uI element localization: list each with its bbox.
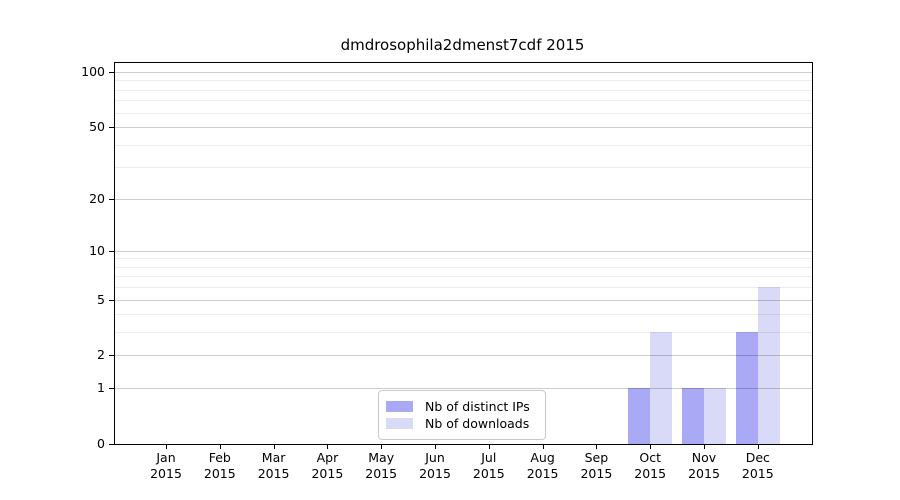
y-tick-label: 5 [97,291,105,307]
x-tick-month: Feb [208,450,231,465]
x-tick-month: Jun [425,450,445,465]
y-tick-mark [109,355,114,357]
bar-distinct-ips [682,388,704,444]
x-tick-label: May 2015 [351,450,411,482]
x-tick-month: Dec [745,450,770,465]
x-tick-label: Jan 2015 [136,450,196,482]
x-tick-label: Dec 2015 [728,450,788,482]
y-tick-label: 100 [81,64,105,80]
minor-gridline [115,112,812,114]
x-tick-mark [488,444,490,449]
x-tick-year: 2015 [257,466,290,481]
x-tick-year: 2015 [526,466,559,481]
y-tick-label: 20 [89,190,105,206]
legend-label-distinct-ips: Nb of distinct IPs [425,399,530,414]
major-gridline [115,198,812,200]
legend-swatch-distinct-ips [386,401,413,412]
y-tick-label: 2 [97,347,105,363]
y-tick-label: 1 [97,380,105,396]
x-tick-label: Jul 2015 [459,450,519,482]
x-tick-mark [757,444,759,449]
x-tick-year: 2015 [580,466,613,481]
x-tick-year: 2015 [741,466,774,481]
x-tick-month: Mar [261,450,286,465]
minor-gridline [115,287,812,289]
x-tick-mark [704,444,705,449]
x-tick-year: 2015 [365,466,398,481]
x-tick-month: Oct [639,450,661,465]
x-tick-year: 2015 [688,466,720,481]
major-gridline [115,388,812,390]
bar-downloads [650,332,673,444]
x-tick-month: Nov [691,450,717,465]
x-tick-label: Apr 2015 [297,450,357,482]
x-tick-mark [435,444,436,449]
minor-gridline [115,80,812,82]
x-tick-mark [650,444,652,449]
legend: Nb of distinct IPs Nb of downloads [378,390,546,440]
y-tick-mark [109,127,114,129]
bar-downloads [704,388,726,444]
x-tick-mark [542,444,544,449]
x-tick-mark [166,444,167,449]
x-tick-label: Mar 2015 [244,450,304,482]
x-tick-year: 2015 [419,466,451,481]
y-tick-label: 0 [97,436,105,451]
x-tick-mark [381,444,383,449]
y-tick-mark [109,299,114,301]
major-gridline [115,355,812,357]
chart-title: dmdrosophila2dmenst7cdf 2015 [340,36,585,54]
x-tick-month: Sep [584,450,609,465]
bar-distinct-ips [735,332,758,444]
minor-gridline [115,276,812,278]
bar-distinct-ips [628,388,651,444]
x-tick-year: 2015 [311,466,344,481]
major-gridline [115,72,812,74]
minor-gridline [115,144,812,146]
minor-gridline [115,89,812,91]
x-tick-mark [596,444,598,449]
x-tick-month: Jul [481,450,497,465]
legend-label-downloads: Nb of downloads [425,416,530,431]
x-tick-mark [273,444,275,449]
major-gridline [115,299,812,301]
y-tick-mark [109,198,114,200]
x-tick-mark [327,444,329,449]
x-tick-month: Jan [156,450,176,465]
x-tick-month: Aug [530,450,555,465]
x-tick-label: Jun 2015 [405,450,465,482]
legend-item-downloads: Nb of downloads [386,415,536,432]
y-tick-label: 10 [89,242,105,258]
minor-gridline [115,167,812,169]
legend-swatch-downloads [386,418,413,429]
x-tick-label: Feb 2015 [190,450,250,482]
minor-gridline [115,332,812,334]
major-gridline [115,250,812,252]
minor-gridline [115,314,812,316]
bar-downloads [757,287,780,444]
y-tick-mark [109,444,114,445]
x-tick-year: 2015 [203,466,236,481]
x-tick-year: 2015 [150,466,182,481]
x-tick-month: Apr [316,450,339,465]
legend-item-distinct-ips: Nb of distinct IPs [386,398,536,415]
y-tick-mark [109,72,114,74]
minor-gridline [115,100,812,102]
y-tick-label: 50 [89,119,105,135]
x-tick-month: May [368,450,395,465]
minor-gridline [115,258,812,260]
x-tick-mark [219,444,221,449]
x-tick-label: Oct 2015 [620,450,680,482]
x-tick-year: 2015 [472,466,505,481]
minor-gridline [115,266,812,268]
major-gridline [115,127,812,129]
y-tick-mark [109,388,114,390]
y-tick-mark [109,250,114,252]
x-tick-label: Nov 2015 [674,450,734,482]
x-tick-year: 2015 [634,466,667,481]
plot-area: Nb of distinct IPs Nb of downloads 0 1 2 5 1… [81,62,813,481]
x-tick-label: Sep 2015 [566,450,626,482]
x-tick-label: Aug 2015 [513,450,573,482]
